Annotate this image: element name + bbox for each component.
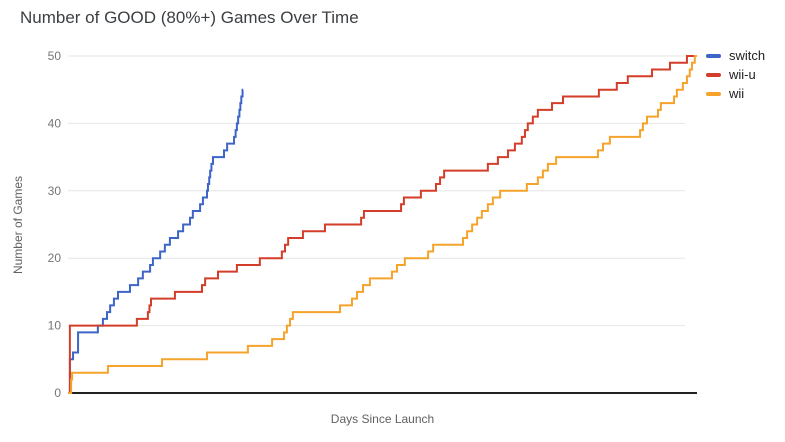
legend-item-wii-u: wii-u bbox=[706, 65, 765, 84]
legend-swatch-wii-icon bbox=[706, 91, 721, 96]
legend-label-wii-u: wii-u bbox=[729, 67, 756, 82]
y-tick-label-10: 10 bbox=[48, 319, 62, 333]
legend: switch wii-u wii bbox=[706, 46, 765, 103]
series-line-wii bbox=[68, 55, 697, 394]
x-axis-title: Days Since Launch bbox=[330, 412, 435, 426]
y-tick-label-30: 30 bbox=[48, 184, 62, 198]
legend-swatch-switch-icon bbox=[706, 53, 721, 58]
y-tick-label-20: 20 bbox=[48, 251, 62, 265]
series-line-switch bbox=[68, 88, 244, 394]
y-axis-title: Number of Games bbox=[11, 175, 25, 275]
chart-title: Number of GOOD (80%+) Games Over Time bbox=[20, 8, 359, 27]
legend-label-switch: switch bbox=[729, 48, 766, 63]
y-tick-label-40: 40 bbox=[48, 116, 62, 130]
legend-swatch-wii-u-icon bbox=[706, 72, 721, 77]
series-line-wii-u bbox=[68, 55, 697, 394]
y-tick-label-50: 50 bbox=[48, 49, 62, 63]
legend-label-wii: wii bbox=[729, 86, 745, 101]
legend-item-switch: switch bbox=[706, 46, 765, 65]
legend-item-wii: wii bbox=[706, 84, 765, 103]
y-tick-label-0: 0 bbox=[54, 386, 61, 400]
